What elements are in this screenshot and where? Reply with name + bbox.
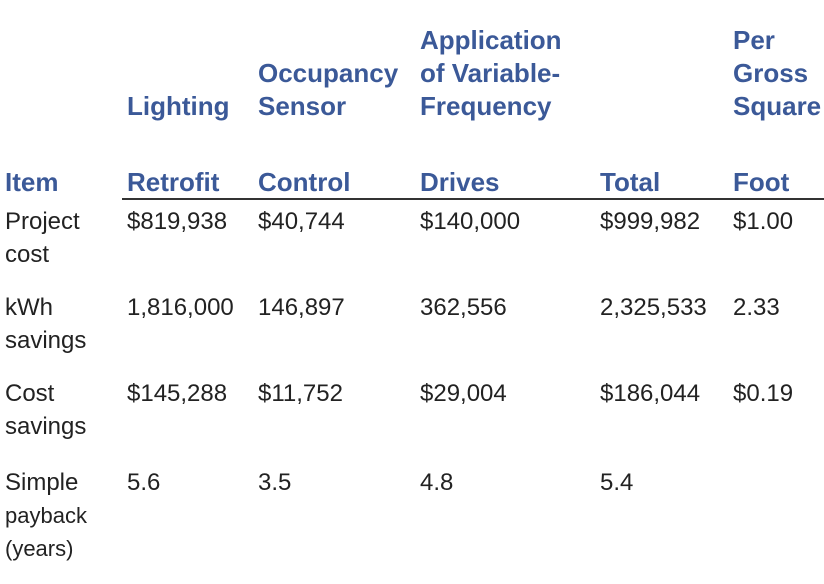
cell: 5.4: [600, 469, 634, 496]
row-label: savings: [5, 413, 87, 440]
column-header: Item: [5, 167, 59, 197]
cell: 5.6: [127, 469, 161, 496]
cell: $999,982: [600, 208, 701, 235]
cell: $140,000: [420, 208, 521, 235]
column-header: Lighting: [127, 91, 230, 121]
column-header: Total: [600, 167, 661, 197]
cell: 362,556: [420, 294, 507, 321]
cell: 4.8: [420, 469, 454, 496]
row-label: payback: [5, 503, 87, 528]
cell: 1,816,000: [127, 294, 234, 321]
column-header: of Variable-: [420, 58, 561, 88]
row-label: Project: [5, 208, 80, 235]
column-header: Occupancy: [258, 58, 399, 88]
column-header: Drives: [420, 167, 500, 197]
column-header: Gross: [733, 58, 809, 88]
cell: 2.33: [733, 294, 780, 321]
column-header: Per: [733, 25, 775, 55]
column-header: Application: [420, 25, 562, 55]
cell: $0.19: [733, 380, 794, 407]
row-label: cost: [5, 241, 50, 268]
cell: $1.00: [733, 208, 794, 235]
cell: $40,744: [258, 208, 345, 235]
row-label: Simple: [5, 469, 79, 496]
cell: $11,752: [258, 380, 343, 407]
row-label: Cost: [5, 380, 55, 407]
cell: $29,004: [420, 380, 507, 407]
column-header: Control: [258, 167, 351, 197]
cell: 146,897: [258, 294, 345, 321]
column-header: Retrofit: [127, 167, 220, 197]
cell: 2,325,533: [600, 294, 707, 321]
row-label: savings: [5, 327, 87, 354]
cell: $145,288: [127, 380, 228, 407]
cell: $186,044: [600, 380, 701, 407]
column-header: Square: [733, 91, 822, 121]
row-label: kWh: [5, 294, 53, 321]
column-header: Sensor: [258, 91, 347, 121]
cell: $819,938: [127, 208, 228, 235]
header-rule: [122, 198, 824, 200]
column-header: Frequency: [420, 91, 552, 121]
column-header: Foot: [733, 167, 790, 197]
cell: 3.5: [258, 469, 292, 496]
row-label: (years): [5, 536, 74, 561]
